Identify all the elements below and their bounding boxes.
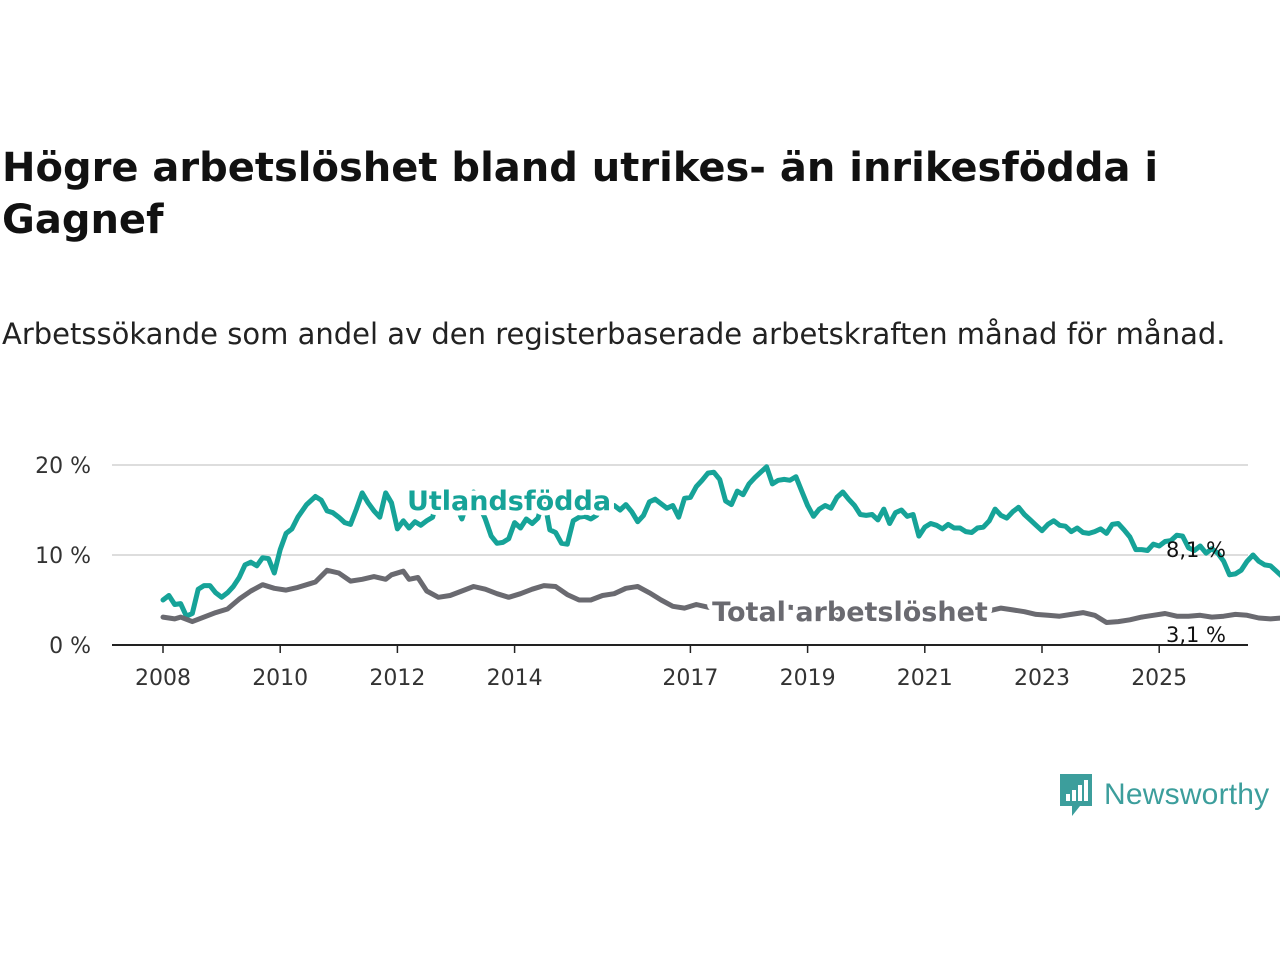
series-line-total (160, 567, 1280, 625)
bar-chart-icon (1060, 774, 1092, 816)
end-value-label-utlandsfodda: 8,1 % (1166, 538, 1226, 562)
gridlines (112, 464, 1248, 646)
line-chart: 0 % 10 % 20 % 2008 2010 2012 2014 2017 2019 2021… (35, 454, 1280, 691)
chart-subtitle: Arbetssökande som andel av den registerb… (2, 317, 1226, 351)
series-labels: 8,1 % 3,1 % Utlandsfödda Total arbetslöshet (402, 481, 1226, 647)
x-tick-label: 2008 (135, 666, 191, 691)
chart-title: Högre arbetslöshet bland utrikes- än inr… (2, 145, 1159, 243)
y-tick-label: 20 % (35, 454, 91, 479)
series-line-utlandsfodda (160, 464, 1280, 619)
y-tick-label: 10 % (35, 544, 91, 569)
series-name-label-total: Total arbetslöshet (712, 597, 988, 628)
x-tick-label: 2025 (1131, 666, 1187, 691)
x-tick-label: 2014 (487, 666, 543, 691)
x-tick-label: 2012 (369, 666, 425, 691)
x-axis-ticks: 2008 2010 2012 2014 2017 2019 2021 2023 2025 (135, 645, 1187, 691)
x-tick-label: 2010 (252, 666, 308, 691)
brand-name: Newsworthy (1104, 778, 1270, 811)
series-lines (160, 464, 1280, 625)
end-value-label-total: 3,1 % (1166, 623, 1226, 647)
x-tick-label: 2019 (780, 666, 836, 691)
x-tick-label: 2021 (897, 666, 953, 691)
x-tick-label: 2017 (662, 666, 718, 691)
y-tick-label: 0 % (49, 634, 91, 659)
series-name-label-utlandsfodda: Utlandsfödda (407, 486, 611, 517)
y-axis-ticks: 0 % 10 % 20 % (35, 454, 91, 659)
newsworthy-logo: Newsworthy (1058, 772, 1269, 818)
x-tick-label: 2023 (1014, 666, 1070, 691)
